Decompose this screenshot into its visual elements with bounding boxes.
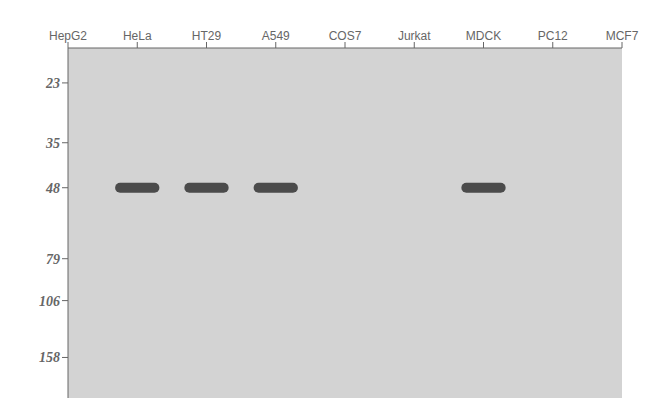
svg-text:79: 79 bbox=[46, 252, 60, 267]
svg-text:COS7: COS7 bbox=[329, 29, 362, 43]
svg-text:Jurkat: Jurkat bbox=[398, 29, 431, 43]
svg-text:158: 158 bbox=[39, 350, 60, 365]
svg-text:MDCK: MDCK bbox=[466, 29, 501, 43]
svg-text:A549: A549 bbox=[262, 29, 290, 43]
svg-text:35: 35 bbox=[45, 136, 60, 151]
svg-text:23: 23 bbox=[45, 76, 60, 91]
svg-text:HT29: HT29 bbox=[192, 29, 222, 43]
svg-text:48: 48 bbox=[45, 181, 60, 196]
svg-text:106: 106 bbox=[39, 294, 60, 309]
svg-text:MCF7: MCF7 bbox=[606, 29, 639, 43]
svg-text:HepG2: HepG2 bbox=[49, 29, 87, 43]
svg-text:PC12: PC12 bbox=[538, 29, 568, 43]
svg-text:HeLa: HeLa bbox=[123, 29, 152, 43]
